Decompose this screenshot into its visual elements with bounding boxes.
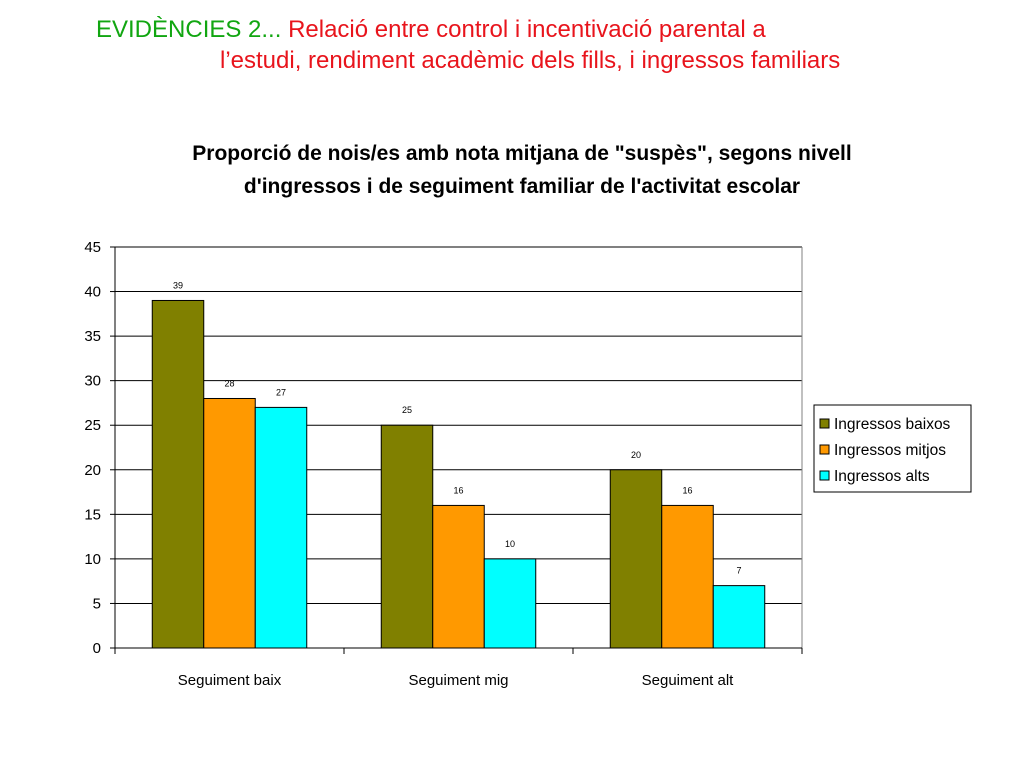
data-label: 20 [631,450,641,460]
legend-swatch [819,470,830,481]
x-category-label: Seguiment alt [642,672,735,689]
bar [483,558,537,649]
chart-title: Proporció de nois/es amb nota mitjana de… [192,142,851,198]
legend-swatch [819,444,830,455]
legend-box [813,404,972,493]
y-tick-label: 30 [84,373,101,390]
bar [661,504,714,649]
y-tick-label: 10 [84,551,101,568]
x-category-label: Seguiment baix [178,672,282,689]
chart-title-line: d'ingressos i de seguiment familiar de l… [244,175,800,198]
data-label: 25 [402,405,412,415]
y-tick-label: 0 [93,640,101,657]
y-tick-label: 20 [84,462,101,479]
y-tick-label: 15 [84,506,101,523]
bar [712,585,766,649]
slide-title-lead: EVIDÈNCIES 2... [96,16,282,43]
data-label: 10 [505,539,515,549]
slide-title: EVIDÈNCIES 2... Relació entre control i … [96,14,996,76]
legend-label: Ingressos mitjos [834,442,946,459]
data-label: 39 [173,280,183,290]
bar [203,397,256,649]
legend-swatch [819,418,830,429]
y-tick-label: 40 [84,284,101,301]
bar [254,406,308,649]
legend-label: Ingressos alts [834,468,930,485]
y-tick-label: 5 [93,595,101,612]
chart-title-line: Proporció de nois/es amb nota mitjana de… [192,142,851,165]
slide-title-line2: l’estudi, rendiment acadèmic dels fills,… [220,47,841,74]
legend: Ingressos baixos Ingressos mitjos Ingresso… [813,404,972,493]
legend-label: Ingressos baixos [834,416,951,433]
bar [432,504,485,649]
x-category-label: Seguiment mig [408,672,508,689]
slide-title-line1: Relació entre control i incentivació par… [288,16,766,43]
y-tick-label: 45 [84,239,101,256]
data-label: 16 [453,485,463,495]
bar [151,299,205,649]
bar [380,424,434,649]
data-labels: 39 28 27 25 16 10 20 16 7 [173,280,742,575]
data-label: 7 [736,566,741,576]
y-tick-label: 25 [84,417,101,434]
bars [151,299,766,649]
data-label: 27 [276,387,286,397]
data-label: 16 [682,485,692,495]
y-tick-label: 35 [84,328,101,345]
data-label: 28 [224,378,234,388]
bar [609,469,663,649]
